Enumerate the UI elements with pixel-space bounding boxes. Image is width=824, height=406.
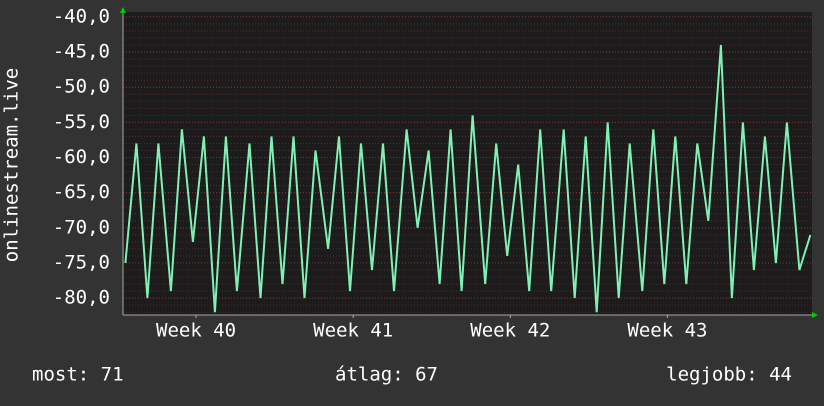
y-tick-label: -55,0 — [53, 111, 110, 133]
y-tick-label: -75,0 — [53, 251, 110, 273]
y-tick-label: -40,0 — [53, 5, 110, 27]
series-line — [124, 44, 812, 313]
footer-best: legjobb: 44 — [666, 364, 792, 386]
x-tick-label: Week 43 — [627, 320, 707, 342]
y-tick-label: -80,0 — [53, 287, 110, 309]
footer-current: most: 71 — [32, 364, 124, 386]
y-tick-label: -60,0 — [53, 146, 110, 168]
x-tick-label: Week 41 — [313, 320, 393, 342]
x-arrow — [812, 312, 818, 318]
plot-area — [123, 12, 812, 315]
y-tick-label: -70,0 — [53, 216, 110, 238]
x-tick-label: Week 40 — [156, 320, 236, 342]
footer-average: átlag: 67 — [335, 364, 438, 386]
y-tick-label: -50,0 — [53, 76, 110, 98]
y-tick-label: -65,0 — [53, 181, 110, 203]
grid — [123, 16, 812, 313]
x-tick-label: Week 42 — [470, 320, 550, 342]
y-axis-label: onlinestream.live — [1, 68, 23, 262]
y-arrow — [120, 7, 126, 13]
y-tick-label: -45,0 — [53, 41, 110, 63]
